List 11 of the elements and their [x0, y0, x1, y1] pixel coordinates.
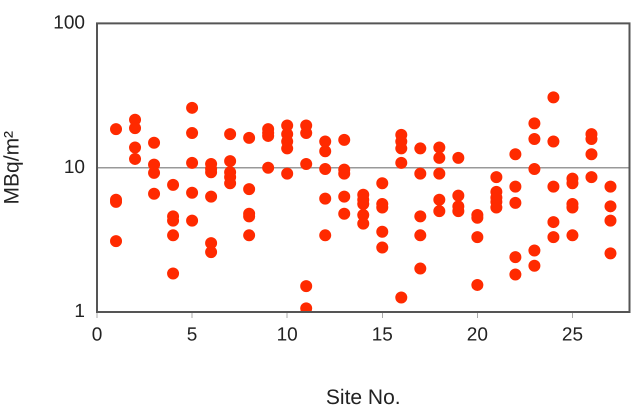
x-tick-label: 20 — [466, 324, 488, 346]
y-tick-label: 1 — [74, 301, 85, 322]
x-tick-label: 5 — [186, 324, 198, 346]
x-tick-label: 0 — [92, 324, 102, 346]
x-tick-label: 25 — [562, 324, 584, 346]
x-axis-title: Site No. — [326, 386, 401, 410]
y-tick-label: 10 — [64, 156, 85, 178]
y-tick-label: 100 — [53, 12, 85, 34]
y-axis-title: MBq/m² — [0, 130, 24, 204]
x-tick-label: 10 — [276, 324, 298, 346]
x-tick-label: 15 — [372, 324, 393, 346]
